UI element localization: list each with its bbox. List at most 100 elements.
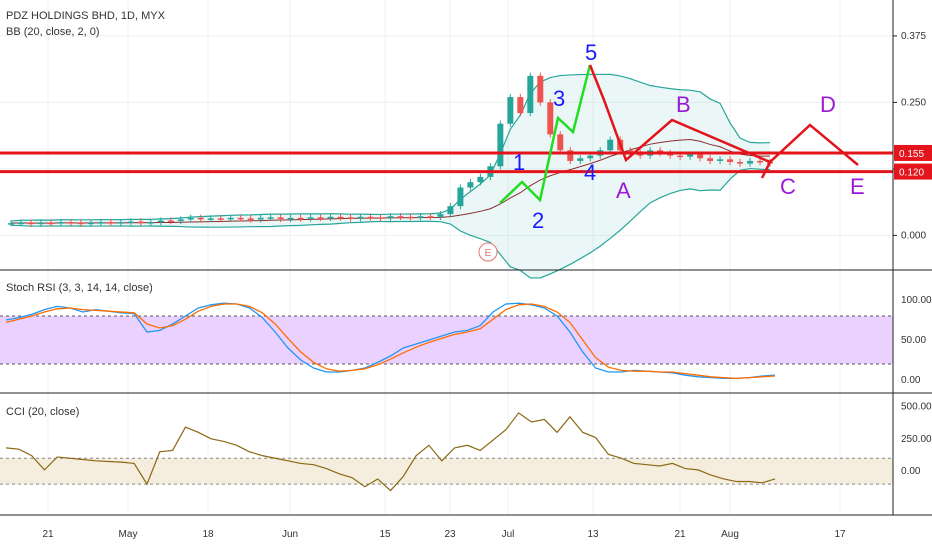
candle-body [757,160,764,163]
candle-body [447,206,454,215]
stoch-tick-label: 100.00 [901,295,932,306]
time-tick-label: 18 [202,529,214,540]
price-tick-label: 0.375 [901,31,926,42]
wave-label-b: B [676,92,691,117]
grid-layer [0,0,893,515]
candle-body [397,216,404,218]
candle-body [217,218,224,220]
candle-body [707,158,714,161]
candle-body [747,160,754,164]
price-tag-lower-bg [894,163,932,180]
cci-pane [0,412,893,492]
stoch-band [0,316,893,364]
time-tick-label: May [119,529,138,540]
time-tick-label: 23 [444,529,456,540]
candle-body [347,217,354,219]
wave-label-d: D [820,92,836,117]
cci-label: CCI (20, close) [6,406,80,418]
stoch-rsi-label: Stoch RSI (3, 3, 14, 14, close) [6,282,153,294]
candle-body [727,159,734,162]
candle-body [357,216,364,219]
candle-body [247,218,254,220]
candle-body [477,176,484,183]
candle-body [577,158,584,161]
impulse-wave-path [499,64,592,204]
candle-body [57,222,64,224]
wave-label-4: 4 [584,160,596,185]
candle-body [87,222,94,225]
candle-body [167,220,174,223]
candle-body [537,75,544,103]
cci-tick-label: 0.00 [901,466,921,477]
price-tick-label: 0.250 [901,97,926,108]
wave-label-a: A [616,178,631,203]
candle-body [287,217,294,220]
wave-label-3: 3 [553,86,565,111]
time-tick-label: 15 [379,529,391,540]
candle-body [377,217,384,219]
wave-label-2: 2 [532,208,544,233]
price-tick-label: 0.000 [901,230,926,241]
time-tick-label: Aug [721,529,739,540]
event-marker [478,242,498,262]
chart-title: PDZ HOLDINGS BHD, 1D, MYX [6,10,165,22]
stoch-tick-label: 0.00 [901,375,921,386]
stoch-rsi-pane [0,302,893,380]
candle-body [697,154,704,159]
candle-body [437,214,444,217]
candle-body [147,222,154,224]
cci-tick-label: 250.00 [901,434,932,445]
candle-body [17,222,24,225]
candle-body [517,97,524,114]
cci-tick-label: 500.00 [901,401,932,412]
candle-body [467,182,474,188]
candle-body [417,216,424,218]
candle-body [677,155,684,158]
wave-label-c: C [780,174,796,199]
stoch-d-line [5,303,776,380]
corrective-wave-path [588,64,859,166]
candle-body [557,134,564,151]
candle-body [257,217,264,220]
candle-body [187,217,194,220]
candle-body [717,159,724,161]
candle-body [337,216,344,219]
candle-body [507,97,514,124]
bb-lower-band [10,167,771,279]
candle-body [297,217,304,220]
candle-body [237,217,244,220]
price-tag-upper-bg [894,144,932,161]
candle-body [687,154,694,157]
wave-label-e: E [850,174,865,199]
price-tag-lower: 0.120 [899,168,924,179]
candle-body [67,222,74,224]
candle-body [527,75,534,114]
time-tick-label: Jul [502,529,515,540]
candle-body [327,216,334,219]
candle-body [277,217,284,219]
wave-label-1: 1 [513,150,525,175]
candle-body [387,216,394,218]
time-tick-label: 21 [42,529,54,540]
candle-body [7,223,14,225]
candle-body [157,220,164,223]
cci-band [0,458,893,485]
time-tick-label: 21 [674,529,686,540]
candle-body [227,217,234,220]
wave-c-tick [760,161,772,179]
cci-line [5,412,776,492]
candle-body [567,150,574,161]
candle-body [27,222,34,225]
candle-body [457,187,464,207]
time-tick-label: Jun [282,529,298,540]
candle-body [497,123,504,167]
candle-body [77,222,84,225]
candle-body [37,222,44,225]
bb-indicator-label: BB (20, close, 2, 0) [6,26,100,38]
candle-body [367,216,374,219]
candle-body [197,217,204,220]
event-marker-label: E [485,248,492,259]
stoch-tick-label: 50.00 [901,335,926,346]
